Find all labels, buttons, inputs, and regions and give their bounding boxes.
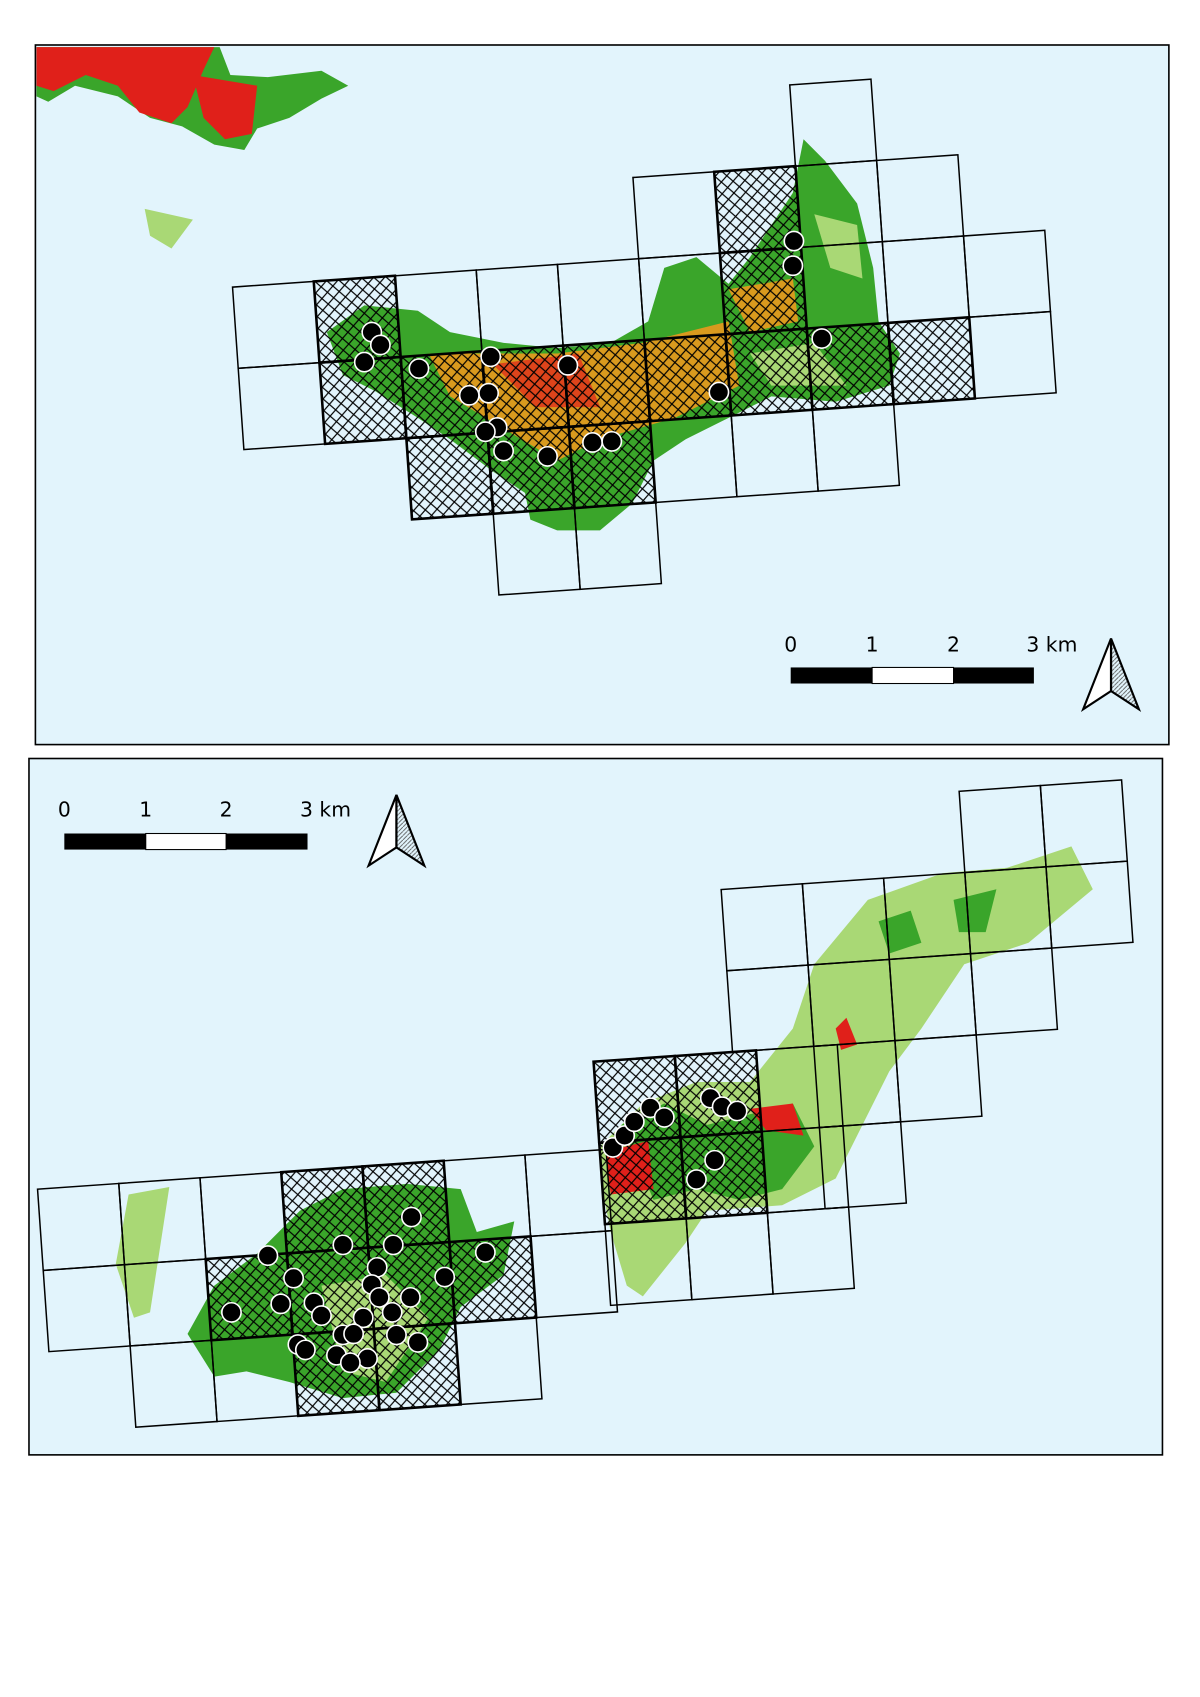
hatched-cell bbox=[642, 332, 733, 423]
point bbox=[399, 1286, 421, 1308]
north-arrow bbox=[366, 794, 427, 869]
grid-cell bbox=[894, 1034, 983, 1123]
point bbox=[726, 1100, 748, 1122]
point bbox=[623, 1111, 645, 1133]
hatched-cell bbox=[279, 1165, 370, 1255]
shape bbox=[395, 794, 427, 869]
observation-points bbox=[221, 1087, 748, 1374]
scale-bar: 0 1 2 3 km bbox=[784, 632, 1077, 685]
scale-label: 2 bbox=[220, 797, 233, 821]
mainland bbox=[36, 47, 349, 249]
shape bbox=[814, 214, 863, 279]
point bbox=[381, 1301, 403, 1323]
shape bbox=[64, 833, 146, 850]
point bbox=[382, 1234, 404, 1256]
grid-cell bbox=[818, 1121, 908, 1210]
hatched-cell bbox=[361, 1159, 451, 1250]
grid-bottom-east bbox=[592, 779, 1134, 1307]
scale-label: 2 bbox=[947, 632, 960, 656]
point bbox=[257, 1245, 279, 1267]
shape bbox=[145, 832, 227, 851]
point bbox=[368, 1286, 390, 1308]
point bbox=[653, 1106, 675, 1128]
point bbox=[478, 382, 500, 404]
shape bbox=[835, 1017, 858, 1050]
shape bbox=[226, 833, 308, 850]
hatched-cell bbox=[561, 338, 652, 429]
shape bbox=[115, 1187, 170, 1318]
grid-cell bbox=[1039, 779, 1129, 868]
point bbox=[458, 384, 480, 406]
point bbox=[332, 1234, 354, 1256]
shape bbox=[749, 1103, 804, 1136]
point bbox=[537, 445, 558, 467]
point bbox=[386, 1324, 407, 1346]
grid-cell bbox=[529, 1229, 619, 1319]
shape bbox=[953, 667, 1034, 684]
shape bbox=[36, 47, 215, 124]
scale-label: 1 bbox=[139, 797, 152, 821]
point bbox=[474, 1241, 496, 1263]
point bbox=[400, 1206, 422, 1228]
map-bottom: 0 1 2 3 km bbox=[28, 757, 1164, 1456]
point bbox=[352, 1307, 374, 1329]
hatched-cell bbox=[886, 315, 977, 406]
point bbox=[408, 358, 430, 379]
hatched-cell bbox=[404, 431, 495, 521]
grid-cell bbox=[573, 501, 663, 591]
point bbox=[339, 1352, 361, 1374]
point bbox=[704, 1149, 726, 1171]
scale-label: 3 km bbox=[300, 797, 351, 821]
shape bbox=[953, 889, 997, 933]
shape bbox=[1109, 638, 1142, 712]
point bbox=[221, 1301, 242, 1323]
shape bbox=[192, 74, 258, 140]
scale-label: 0 bbox=[784, 632, 797, 656]
hatched-cell bbox=[486, 425, 576, 516]
point bbox=[708, 381, 730, 403]
shape bbox=[144, 208, 193, 249]
point bbox=[369, 334, 391, 356]
point bbox=[493, 440, 515, 462]
hatched-cell bbox=[724, 327, 814, 417]
point bbox=[783, 230, 805, 252]
point bbox=[601, 430, 623, 452]
point bbox=[343, 1323, 365, 1345]
grid-cell bbox=[968, 310, 1057, 400]
north-arrow bbox=[1080, 638, 1142, 712]
scale-bar: 0 1 2 3 km bbox=[58, 797, 351, 851]
point bbox=[685, 1169, 707, 1190]
scale-label: 3 km bbox=[1026, 632, 1077, 656]
grid-cell bbox=[969, 947, 1059, 1036]
point bbox=[474, 421, 496, 443]
shape bbox=[878, 910, 922, 954]
point bbox=[311, 1305, 332, 1327]
point bbox=[782, 255, 804, 277]
shape bbox=[790, 667, 873, 684]
point bbox=[407, 1331, 429, 1353]
scale-label: 0 bbox=[58, 797, 71, 821]
point bbox=[283, 1267, 305, 1289]
point bbox=[366, 1256, 388, 1278]
grid-cell bbox=[811, 403, 901, 492]
point bbox=[811, 328, 833, 349]
point bbox=[557, 354, 579, 376]
point bbox=[353, 351, 375, 373]
shape bbox=[871, 666, 955, 685]
grid-cell bbox=[454, 1316, 543, 1406]
point bbox=[434, 1266, 456, 1288]
observation-points bbox=[353, 230, 833, 467]
point bbox=[480, 346, 502, 368]
map-top: 0 1 2 3 km bbox=[34, 44, 1170, 746]
point bbox=[270, 1293, 292, 1315]
point bbox=[357, 1348, 378, 1369]
grid-cell bbox=[766, 1206, 856, 1295]
point bbox=[294, 1339, 316, 1361]
scale-label: 1 bbox=[866, 632, 879, 656]
point bbox=[582, 432, 603, 453]
